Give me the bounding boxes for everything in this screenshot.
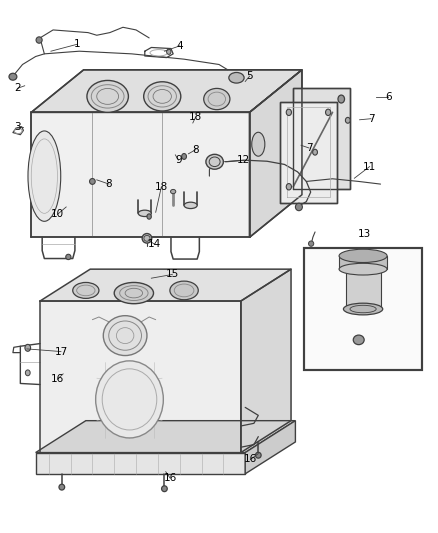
Text: 13: 13: [357, 229, 371, 239]
Ellipse shape: [353, 335, 364, 345]
Ellipse shape: [255, 453, 261, 458]
Text: 17: 17: [54, 346, 67, 357]
Polygon shape: [250, 70, 302, 237]
Ellipse shape: [87, 80, 128, 112]
Ellipse shape: [9, 73, 17, 80]
Polygon shape: [280, 102, 337, 203]
Ellipse shape: [346, 117, 350, 123]
Ellipse shape: [286, 183, 291, 190]
Text: 7: 7: [306, 143, 312, 153]
Ellipse shape: [338, 95, 345, 103]
Ellipse shape: [170, 189, 176, 193]
Ellipse shape: [36, 37, 42, 43]
Ellipse shape: [28, 131, 61, 221]
Text: 11: 11: [363, 161, 376, 172]
Ellipse shape: [170, 281, 198, 300]
Ellipse shape: [95, 361, 163, 438]
Polygon shape: [293, 88, 350, 189]
Text: 5: 5: [246, 71, 253, 81]
Polygon shape: [31, 70, 302, 112]
Ellipse shape: [142, 233, 152, 243]
Ellipse shape: [325, 109, 331, 116]
Text: 16: 16: [244, 455, 257, 464]
Ellipse shape: [89, 179, 95, 184]
Text: 8: 8: [193, 144, 199, 155]
Ellipse shape: [339, 249, 387, 263]
Bar: [304, 248, 422, 370]
Text: 3: 3: [14, 122, 21, 132]
Polygon shape: [346, 269, 381, 309]
Ellipse shape: [182, 154, 187, 159]
Ellipse shape: [308, 241, 314, 246]
Text: 16: 16: [51, 374, 64, 384]
Ellipse shape: [252, 132, 265, 156]
Text: 7: 7: [367, 114, 374, 124]
Ellipse shape: [229, 72, 244, 83]
Ellipse shape: [25, 370, 30, 376]
Polygon shape: [40, 269, 291, 301]
Text: 14: 14: [148, 239, 161, 249]
Ellipse shape: [59, 484, 65, 490]
Polygon shape: [245, 421, 295, 474]
Ellipse shape: [25, 344, 31, 351]
Text: 9: 9: [175, 155, 182, 165]
Text: 12: 12: [237, 155, 251, 165]
Ellipse shape: [313, 149, 318, 155]
Ellipse shape: [166, 49, 171, 54]
Text: 4: 4: [177, 41, 183, 51]
Text: 15: 15: [166, 270, 179, 279]
Text: 1: 1: [74, 39, 81, 49]
Bar: [304, 248, 422, 370]
Polygon shape: [40, 301, 241, 453]
Ellipse shape: [343, 303, 383, 315]
Text: 10: 10: [51, 209, 64, 220]
Ellipse shape: [147, 214, 151, 219]
Ellipse shape: [295, 203, 302, 211]
Ellipse shape: [339, 263, 387, 275]
Ellipse shape: [286, 109, 291, 116]
Ellipse shape: [66, 254, 71, 260]
Ellipse shape: [144, 82, 181, 111]
Text: 2: 2: [14, 83, 21, 93]
Text: 18: 18: [189, 111, 202, 122]
Ellipse shape: [73, 282, 99, 298]
Ellipse shape: [162, 486, 167, 491]
Polygon shape: [241, 269, 291, 453]
Ellipse shape: [206, 155, 223, 169]
Text: 18: 18: [155, 182, 168, 192]
Polygon shape: [339, 256, 387, 269]
Polygon shape: [35, 453, 245, 474]
Ellipse shape: [138, 210, 151, 216]
Polygon shape: [35, 421, 295, 453]
Text: 16: 16: [163, 473, 177, 483]
Text: 8: 8: [106, 179, 112, 189]
Polygon shape: [31, 112, 250, 237]
Ellipse shape: [114, 282, 153, 304]
Ellipse shape: [103, 316, 147, 356]
Ellipse shape: [204, 88, 230, 110]
Ellipse shape: [184, 202, 197, 208]
Text: 6: 6: [385, 92, 392, 102]
